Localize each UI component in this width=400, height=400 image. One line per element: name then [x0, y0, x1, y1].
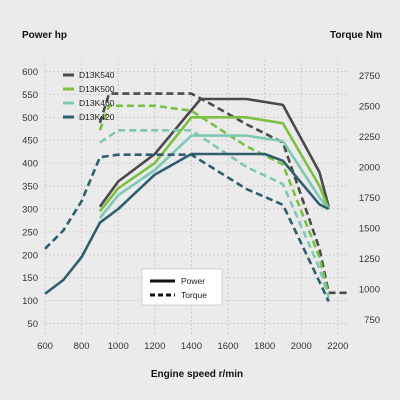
y-right-tick-label: 2500 — [359, 101, 380, 112]
legend-label: D13K500 — [79, 84, 115, 94]
y-right-tick-label: 2750 — [359, 71, 380, 82]
power-line-d13k500 — [98, 116, 330, 213]
x-tick-label: 2200 — [327, 341, 348, 352]
y-right-tick-label: 1500 — [359, 224, 380, 235]
series-group — [44, 92, 347, 302]
line-style-legend: Power Torque — [141, 268, 223, 306]
y-left-tick-label: 550 — [22, 90, 38, 101]
x-tick-label: 1200 — [144, 341, 165, 352]
y-right-tick-label: 2250 — [359, 132, 380, 143]
y-right-tick-label: 750 — [364, 315, 380, 326]
y-left-tick-label: 450 — [22, 136, 38, 147]
y-left-tick-label: 100 — [22, 296, 38, 307]
y-left-tick-label: 600 — [22, 67, 38, 78]
series-legend: D13K540 D13K500 D13K460 D13K420 — [63, 70, 115, 122]
power-line-d13k540 — [98, 97, 330, 208]
y-right-tick-label: 1250 — [359, 254, 380, 265]
power-line-d13k460 — [98, 134, 330, 219]
legend-label: D13K460 — [79, 98, 115, 108]
legend-label: D13K540 — [79, 70, 115, 80]
x-axis-label: Engine speed r/min — [151, 369, 243, 380]
ticks: 600 800 1000 1200 1400 1600 1800 2000 2200 50 100 1… — [22, 67, 380, 352]
y-left-tick-label: 350 — [22, 182, 38, 193]
x-tick-label: 1400 — [181, 341, 202, 352]
y-left-tick-label: 400 — [22, 159, 38, 170]
y-axis-left-label: Power hp — [22, 30, 67, 41]
x-tick-label: 1000 — [108, 341, 129, 352]
y-left-tick-label: 500 — [22, 113, 38, 124]
x-tick-label: 2000 — [291, 341, 312, 352]
y-right-tick-label: 1000 — [359, 285, 380, 296]
power-line-d13k420 — [44, 152, 330, 295]
torque-line-d13k420 — [44, 153, 330, 302]
x-tick-label: 1800 — [254, 341, 275, 352]
x-tick-label: 600 — [37, 341, 53, 352]
y-axis-right-label: Torque Nm — [330, 30, 382, 41]
line-style-legend-box — [141, 268, 223, 306]
x-tick-label: 800 — [74, 341, 90, 352]
x-tick-label: 1600 — [217, 341, 238, 352]
y-left-tick-label: 250 — [22, 227, 38, 238]
torque-line-d13k540 — [98, 92, 347, 295]
y-left-tick-label: 200 — [22, 250, 38, 261]
torque-line-d13k500 — [98, 104, 330, 296]
y-right-tick-label: 1750 — [359, 193, 380, 204]
line-style-label: Power — [181, 276, 205, 286]
line-style-label: Torque — [181, 290, 207, 300]
y-left-tick-label: 150 — [22, 273, 38, 284]
legend-label: D13K420 — [79, 112, 115, 122]
y-right-tick-label: 2000 — [359, 162, 380, 173]
y-left-tick-label: 50 — [27, 319, 38, 330]
y-left-tick-label: 300 — [22, 204, 38, 215]
